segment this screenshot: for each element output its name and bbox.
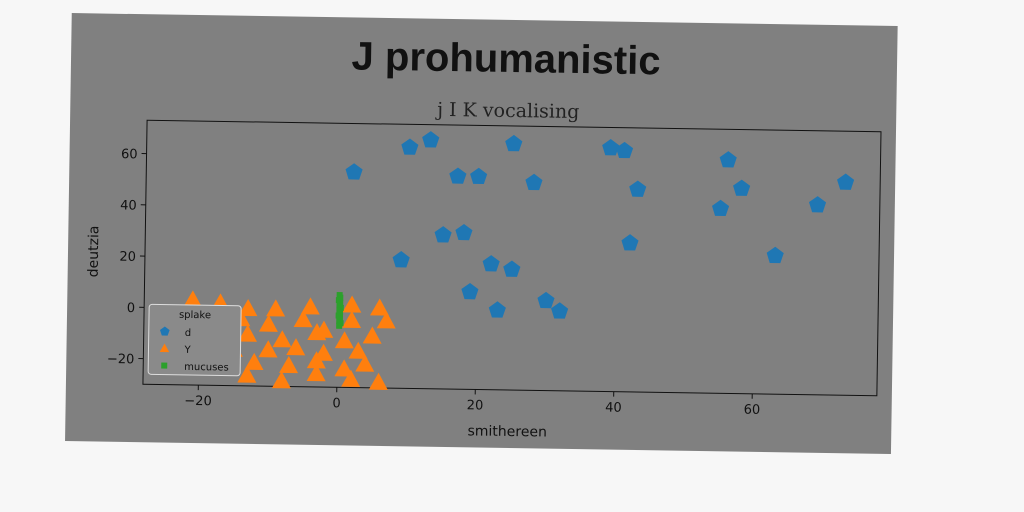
data-point-Y	[258, 340, 278, 358]
y-axis: −20 0 20 40 60	[107, 147, 147, 367]
data-point-Y	[271, 371, 291, 389]
legend-marker-d	[159, 326, 170, 336]
data-point-Y	[306, 364, 326, 382]
data-point-Y	[237, 365, 257, 383]
data-point-d	[615, 141, 634, 159]
data-point-d	[621, 234, 639, 251]
legend-marker-mucuses	[161, 362, 168, 369]
data-point-d	[503, 260, 521, 277]
legend-title: splake	[179, 310, 211, 322]
legend-marker-Y	[159, 343, 170, 353]
data-point-d	[505, 134, 523, 152]
legend-label-d: d	[185, 328, 192, 339]
data-point-d	[470, 167, 488, 185]
data-point-Y	[286, 338, 306, 356]
data-point-Y	[244, 352, 264, 371]
data-point-d	[602, 139, 620, 156]
data-point-d	[482, 255, 500, 272]
data-point-Y	[334, 359, 354, 377]
data-point-d	[449, 167, 467, 184]
data-point-d	[434, 226, 452, 243]
data-point-mucuses	[336, 322, 343, 329]
data-point-d	[537, 291, 555, 309]
data-point-Y	[342, 310, 362, 328]
data-point-d	[401, 138, 419, 155]
data-point-d	[733, 179, 751, 196]
data-point-Y	[238, 298, 258, 317]
data-point-Y	[369, 298, 389, 316]
data-point-d	[525, 173, 543, 191]
data-point-Y	[279, 356, 299, 374]
data-point-d	[461, 282, 479, 300]
x-tick-label: 60	[744, 403, 761, 418]
data-point-Y	[258, 314, 278, 332]
x-tick-label: −20	[184, 394, 212, 409]
data-point-Y	[342, 295, 362, 313]
y-tick-label: 0	[127, 301, 136, 316]
data-point-d	[345, 163, 363, 180]
y-axis-label: deutzia	[86, 225, 103, 277]
data-point-Y	[293, 310, 313, 328]
data-point-d	[766, 246, 784, 264]
data-point-Y	[348, 341, 368, 359]
data-point-d	[551, 302, 569, 319]
chart-subtitle: j I K vocalising	[435, 99, 580, 123]
data-point-Y	[300, 297, 320, 315]
x-axis-label: smithereen	[467, 423, 547, 440]
x-tick-label: 20	[467, 398, 484, 413]
x-axis: −20 0 20 40 60	[184, 385, 760, 418]
legend-box	[147, 303, 242, 377]
data-point-d	[422, 131, 440, 148]
data-point-Y	[183, 290, 203, 308]
y-tick-label: −20	[107, 352, 135, 367]
plot-marks	[175, 131, 855, 390]
data-point-d	[712, 199, 730, 217]
data-point-d	[392, 251, 410, 268]
data-point-Y	[307, 323, 327, 341]
y-tick-label: 40	[120, 198, 137, 213]
data-point-Y	[368, 372, 388, 390]
data-point-d	[837, 173, 855, 190]
data-point-Y	[272, 330, 292, 348]
data-point-d	[488, 301, 506, 318]
y-tick-label: 60	[121, 147, 138, 162]
data-point-d	[808, 196, 827, 213]
data-point-Y	[376, 311, 396, 329]
plot-area	[142, 119, 882, 397]
data-point-Y	[306, 351, 326, 369]
legend-label-mucuses: mucuses	[184, 362, 229, 374]
data-point-d	[629, 180, 647, 197]
y-tick-label: 20	[119, 250, 136, 265]
data-point-Y	[362, 326, 382, 344]
data-point-Y	[266, 299, 286, 317]
chart-title: J prohumanistic	[351, 34, 661, 83]
data-point-Y	[355, 354, 375, 372]
x-tick-label: 0	[332, 396, 341, 411]
data-point-Y	[237, 324, 257, 342]
data-point-Y	[334, 331, 354, 349]
data-point-d	[719, 151, 737, 168]
data-point-Y	[341, 369, 361, 387]
x-tick-label: 40	[605, 400, 622, 415]
data-point-d	[455, 223, 473, 241]
legend-label-Y: Y	[183, 345, 191, 356]
